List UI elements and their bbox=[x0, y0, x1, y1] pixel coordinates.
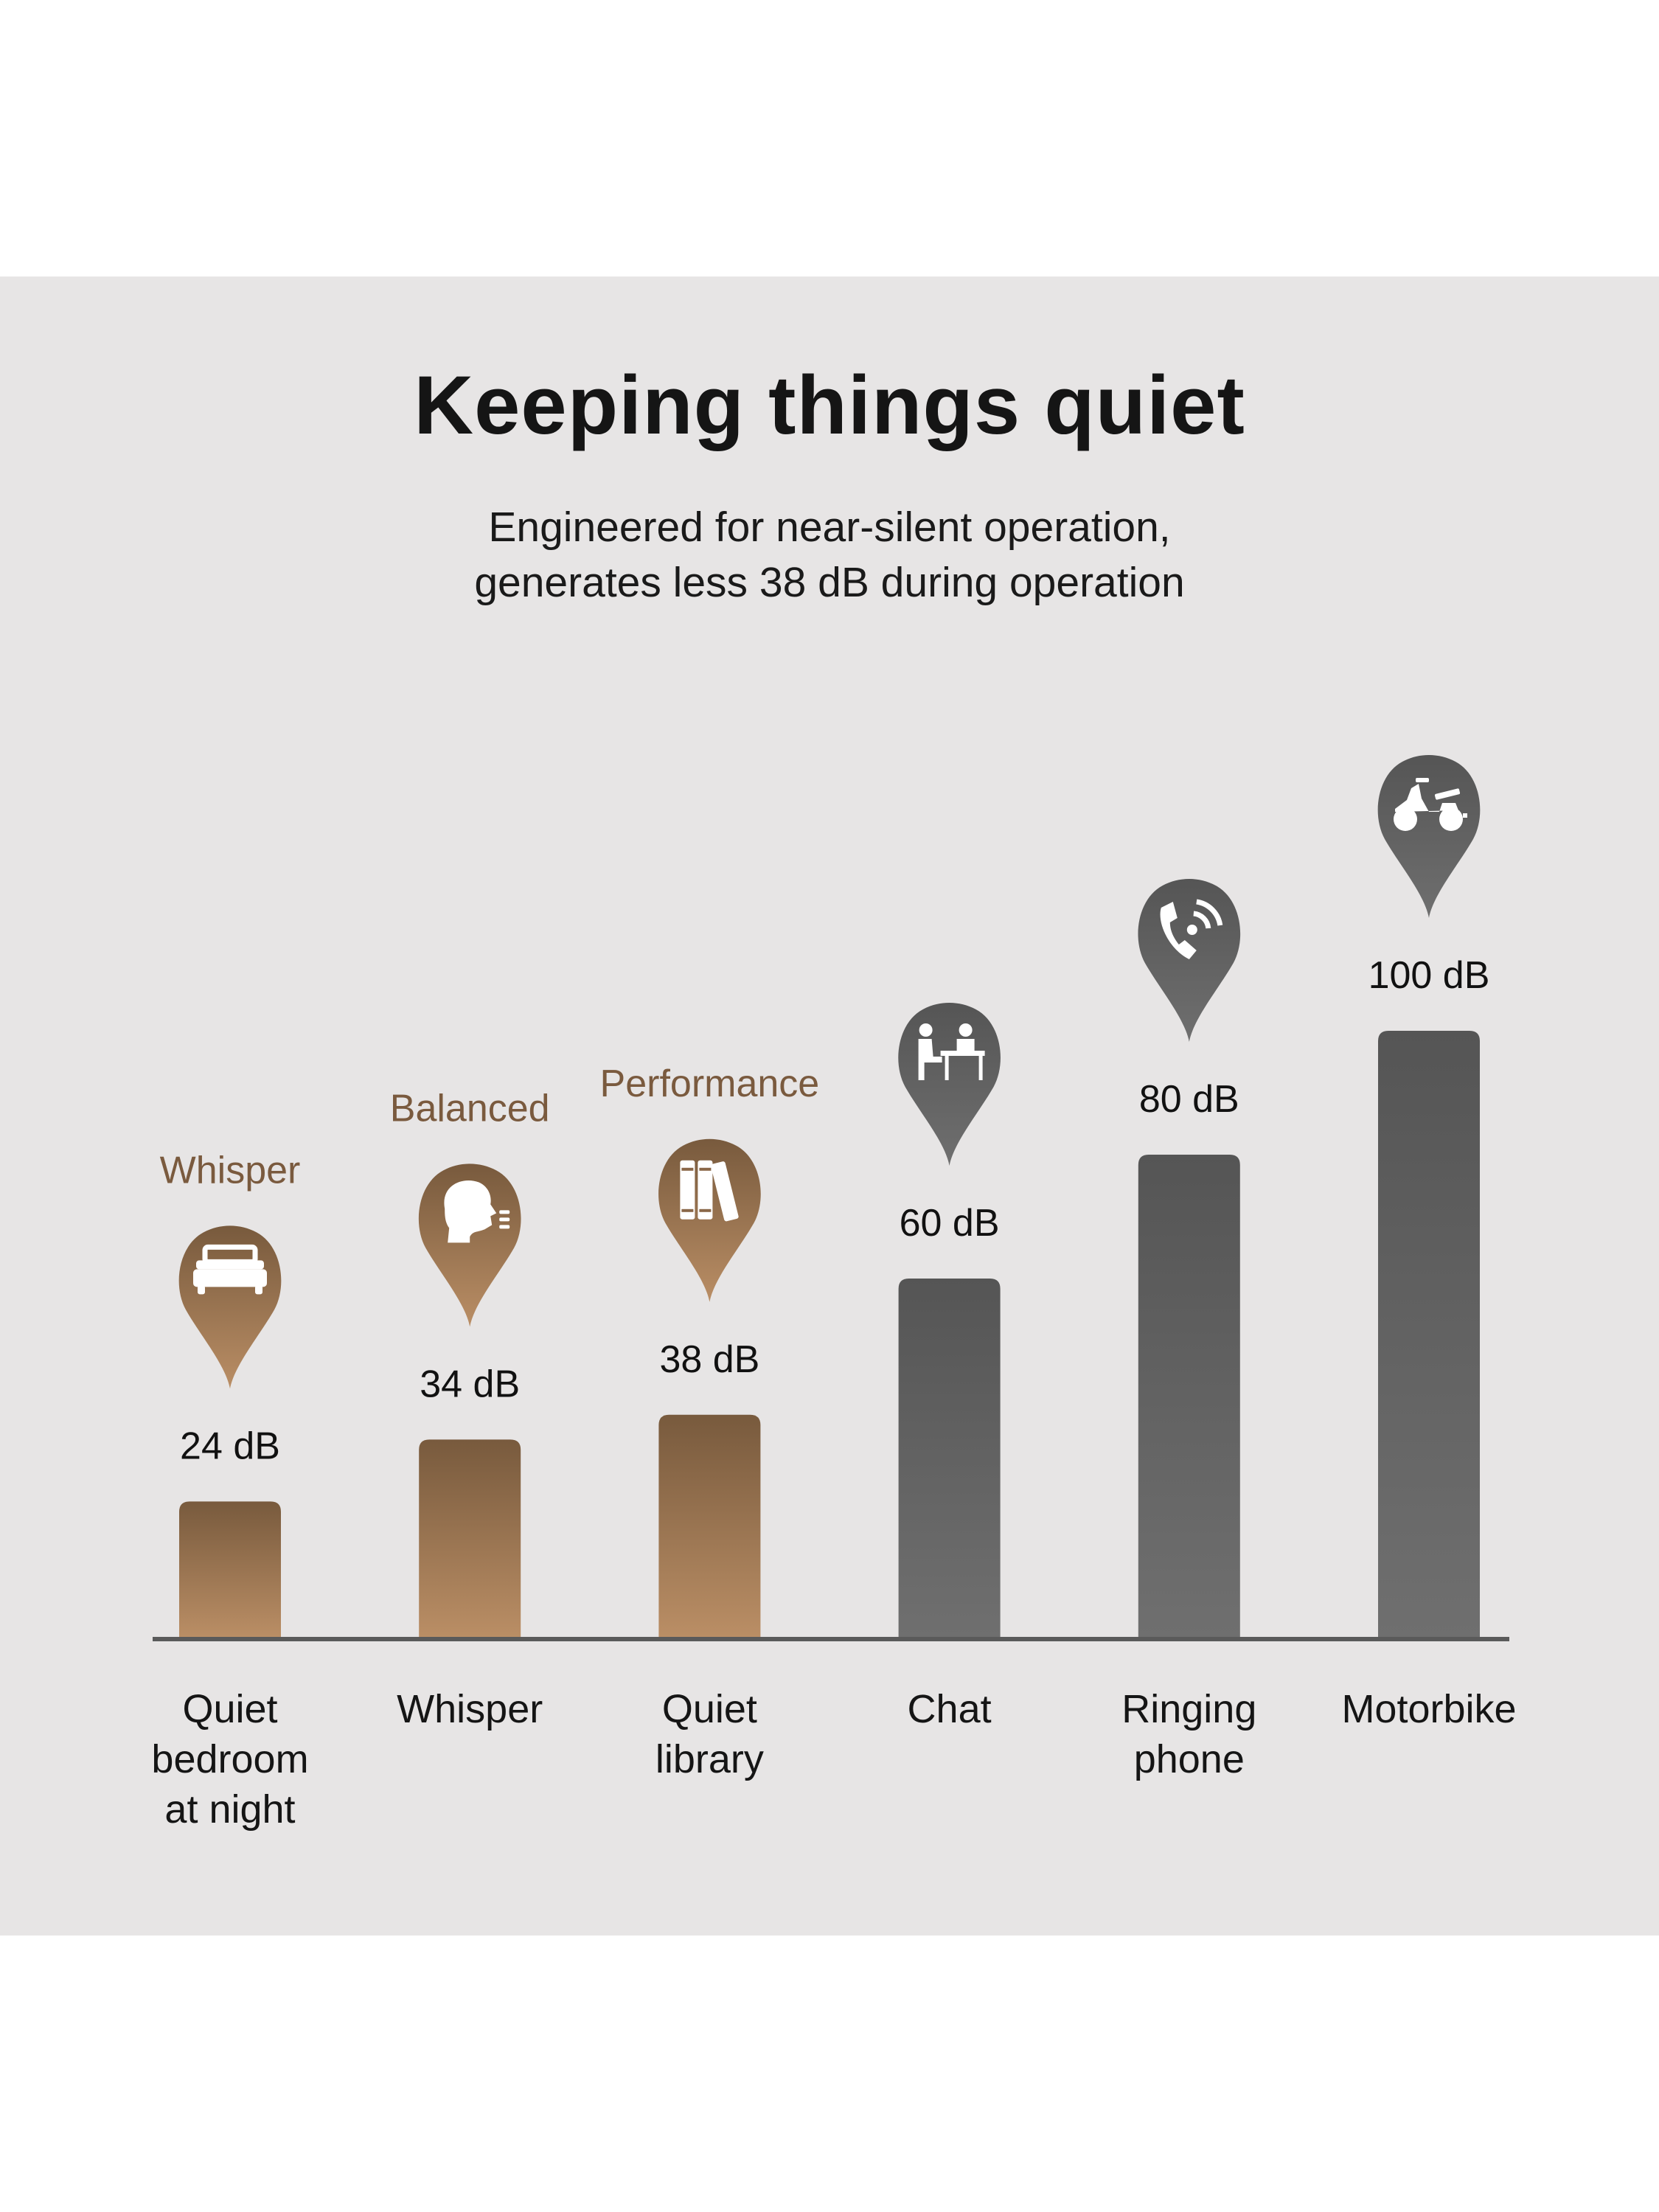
motorbike-icon bbox=[1394, 778, 1467, 831]
value-label: 24 dB bbox=[180, 1425, 280, 1467]
ringing-phone-icon bbox=[1160, 899, 1223, 959]
bar bbox=[898, 1279, 1001, 1637]
mode-label: Performance bbox=[600, 1062, 820, 1105]
category-label: Quiet bbox=[182, 1687, 277, 1731]
category-label: phone bbox=[1134, 1737, 1245, 1781]
bed-icon bbox=[193, 1244, 267, 1295]
category-label: Quiet bbox=[662, 1687, 757, 1731]
books-icon bbox=[680, 1160, 739, 1222]
meeting-desk-icon bbox=[918, 1023, 985, 1080]
pin-shape bbox=[1377, 755, 1481, 918]
bar bbox=[179, 1501, 281, 1637]
category-label: library bbox=[655, 1737, 764, 1781]
pin-shape bbox=[898, 1003, 1001, 1166]
value-label: 38 dB bbox=[659, 1338, 759, 1381]
category-label: Motorbike bbox=[1341, 1687, 1516, 1731]
bar bbox=[1378, 1031, 1480, 1637]
map-pin bbox=[1138, 879, 1241, 1042]
pin-shape bbox=[1138, 879, 1241, 1042]
category-label: Chat bbox=[908, 1687, 992, 1731]
map-pin bbox=[1377, 755, 1481, 918]
value-label: 34 dB bbox=[420, 1363, 520, 1405]
page-title: Keeping things quiet bbox=[414, 359, 1245, 451]
pin-shape bbox=[178, 1225, 282, 1389]
bar bbox=[658, 1414, 761, 1637]
value-label: 80 dB bbox=[1139, 1078, 1239, 1121]
map-pin bbox=[178, 1225, 282, 1389]
mode-label: Whisper bbox=[160, 1149, 301, 1192]
value-label: 60 dB bbox=[900, 1202, 1000, 1245]
subtitle-line-2: generates less 38 dB during operation bbox=[474, 559, 1185, 606]
bar bbox=[1138, 1155, 1240, 1637]
map-pin bbox=[658, 1138, 761, 1302]
subtitle-line-1: Engineered for near-silent operation, bbox=[488, 504, 1171, 551]
mode-label: Balanced bbox=[390, 1087, 550, 1130]
map-pin bbox=[418, 1164, 521, 1327]
map-pin bbox=[898, 1003, 1001, 1166]
whisper-head-icon bbox=[444, 1180, 510, 1243]
category-label: bedroom bbox=[151, 1737, 308, 1781]
bar bbox=[419, 1439, 521, 1637]
category-label: at night bbox=[164, 1787, 295, 1832]
category-label: Whisper bbox=[397, 1687, 543, 1731]
category-label: Ringing bbox=[1121, 1687, 1256, 1731]
value-label: 100 dB bbox=[1368, 954, 1490, 997]
